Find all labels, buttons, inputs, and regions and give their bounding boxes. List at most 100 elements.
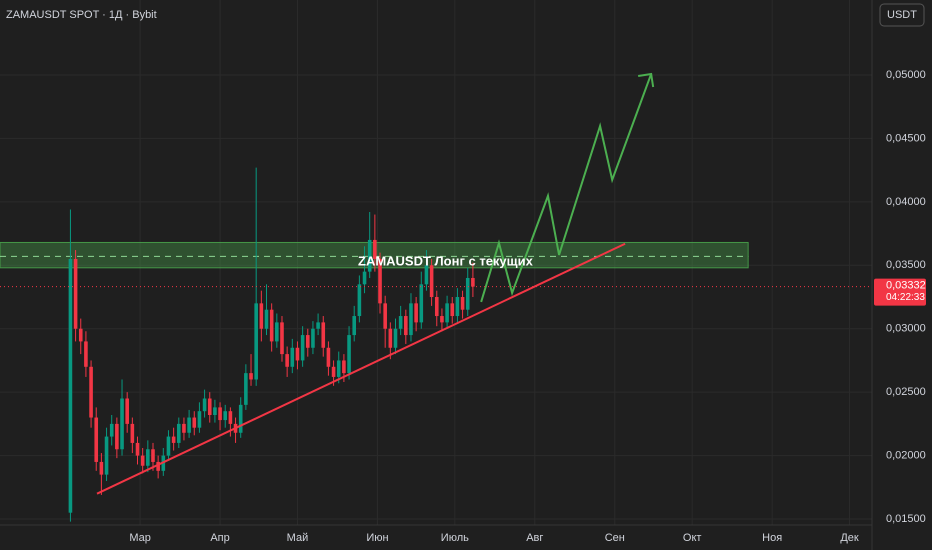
currency-label[interactable]: USDT xyxy=(887,9,917,21)
x-tick-label: Дек xyxy=(840,532,859,544)
candle-body xyxy=(73,258,78,329)
y-tick-label: 0,04000 xyxy=(886,196,926,208)
candle-body xyxy=(249,373,253,380)
candle-body xyxy=(244,373,248,405)
projection-arrowhead xyxy=(638,72,655,88)
candle-body xyxy=(300,335,305,361)
annotation: ZAMAUSDT Лонг с текущих xyxy=(358,253,534,268)
candle-body xyxy=(166,436,171,456)
candle-body xyxy=(404,316,408,336)
y-tick-label: 0,02500 xyxy=(886,386,926,398)
candle-body xyxy=(202,398,207,412)
candle-body xyxy=(290,347,295,367)
candle-body xyxy=(192,417,197,428)
candle-body xyxy=(259,303,264,329)
candle-body xyxy=(373,239,377,259)
candle-body xyxy=(316,322,320,329)
candle-body xyxy=(367,239,372,272)
candle-body xyxy=(295,347,300,361)
candle-body xyxy=(429,265,434,298)
candle-body xyxy=(285,354,289,367)
x-tick-label: Апр xyxy=(210,532,229,544)
candle-body xyxy=(213,407,217,416)
candle-body xyxy=(264,309,269,329)
x-tick-label: Мар xyxy=(129,532,151,544)
countdown: 04:22:33 xyxy=(886,292,925,303)
candle-body xyxy=(104,436,109,475)
candle-body xyxy=(357,284,362,317)
candle-body xyxy=(378,258,382,304)
candle-body xyxy=(352,316,357,336)
candle-body xyxy=(409,303,413,336)
candle-body xyxy=(450,303,455,317)
currency-button[interactable] xyxy=(879,3,925,27)
chart-title: ZAMAUSDT SPOT · 1Д · Bybit xyxy=(6,9,157,21)
candle-body xyxy=(280,322,284,355)
candle-body xyxy=(68,258,73,513)
candle-body xyxy=(182,423,186,433)
candle-body xyxy=(347,335,351,374)
x-tick-label: Июн xyxy=(366,532,388,544)
candle-body xyxy=(238,404,243,433)
y-tick-label: 0,05000 xyxy=(886,69,926,81)
candle-body xyxy=(336,360,341,377)
candle-body xyxy=(362,271,367,285)
candle-body xyxy=(223,411,228,421)
candle-body xyxy=(321,322,326,348)
candle-body xyxy=(115,423,119,450)
candle-body xyxy=(471,277,475,287)
candle-body xyxy=(455,297,460,317)
candle-body xyxy=(109,423,114,437)
candle-body xyxy=(146,449,150,466)
candle-body xyxy=(383,303,387,329)
candle-body xyxy=(393,328,398,348)
x-tick-label: Ноя xyxy=(762,532,782,544)
candle-body xyxy=(176,423,181,443)
candle-body xyxy=(78,328,83,342)
grid xyxy=(0,0,872,525)
plot-area xyxy=(0,72,872,522)
candle-body xyxy=(151,449,155,462)
y-tick-label: 0,03000 xyxy=(886,323,926,335)
candle-body xyxy=(130,423,135,443)
candle-body xyxy=(218,407,222,421)
candle-body xyxy=(156,461,160,471)
projection-path xyxy=(480,73,653,303)
candle-body xyxy=(197,411,202,428)
candle-body xyxy=(254,303,258,380)
candle-body xyxy=(414,303,418,323)
candle-body xyxy=(275,322,279,342)
y-tick-label: 0,01500 xyxy=(886,513,926,525)
candle-body xyxy=(388,328,393,348)
candle-body xyxy=(331,366,336,377)
candle-body xyxy=(135,442,140,456)
candle-body xyxy=(434,297,439,317)
x-tick-label: Май xyxy=(287,532,309,544)
candle-body xyxy=(207,398,212,416)
candle-body xyxy=(311,328,315,348)
candle-body xyxy=(398,316,403,329)
candle-body xyxy=(140,455,145,466)
trend-line xyxy=(96,242,626,495)
last-price-box xyxy=(874,278,926,306)
candle-body xyxy=(120,398,124,450)
candle-body xyxy=(269,309,274,342)
candle-body xyxy=(94,417,99,462)
candle-body xyxy=(326,347,331,367)
candle-body xyxy=(99,461,104,475)
candle-body xyxy=(305,335,310,348)
candle-body xyxy=(445,303,449,323)
candle-body xyxy=(465,277,470,310)
candle-body xyxy=(187,417,191,433)
y-tick-label: 0,02000 xyxy=(886,450,926,462)
candle-body xyxy=(419,284,424,323)
x-tick-label: Авг xyxy=(526,532,543,544)
y-tick-label: 0,04500 xyxy=(886,132,926,144)
candle-body xyxy=(342,360,346,374)
last-price-label: 0,03332 xyxy=(886,280,926,292)
x-tick-label: Сен xyxy=(605,532,625,544)
candle-body xyxy=(171,436,176,443)
candle-body xyxy=(460,297,465,310)
